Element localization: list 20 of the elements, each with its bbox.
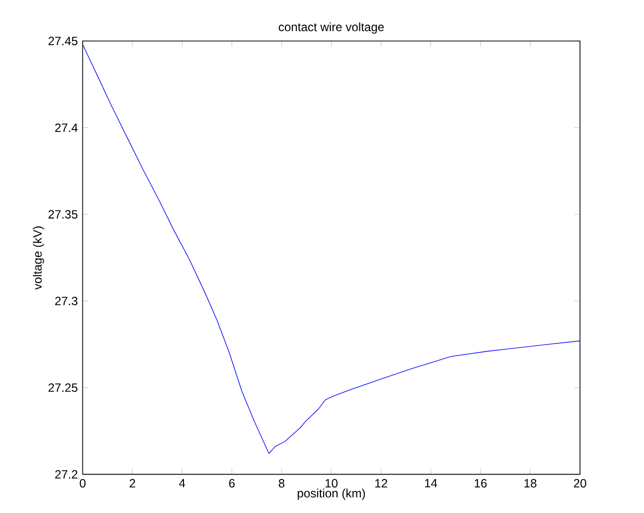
x-tick-label: 8: [278, 479, 284, 488]
x-tick-label: 6: [229, 479, 235, 488]
y-tick-label: 27.45: [48, 36, 78, 46]
x-tick-label: 2: [130, 479, 136, 488]
y-tick-label: 27.4: [55, 123, 78, 132]
x-axis-title: position (km): [298, 488, 365, 500]
y-axis-title: voltage (kV): [32, 226, 44, 290]
chart-title: contact wire voltage: [278, 22, 384, 34]
x-tick-label: 14: [425, 479, 438, 488]
x-tick-label: 16: [474, 479, 487, 488]
y-tick-label: 27.35: [48, 210, 78, 219]
x-tick-label: 0: [80, 479, 86, 488]
x-tick-label: 10: [326, 479, 338, 488]
y-tick-label: 27.3: [55, 296, 78, 306]
x-tick-label: 18: [524, 479, 536, 488]
x-tick-label: 4: [179, 479, 186, 488]
y-tick-label: 27.25: [48, 383, 78, 392]
x-tick-label: 12: [375, 479, 388, 488]
x-tick-label: 20: [574, 479, 586, 488]
y-tick-label: 27.2: [55, 470, 78, 479]
